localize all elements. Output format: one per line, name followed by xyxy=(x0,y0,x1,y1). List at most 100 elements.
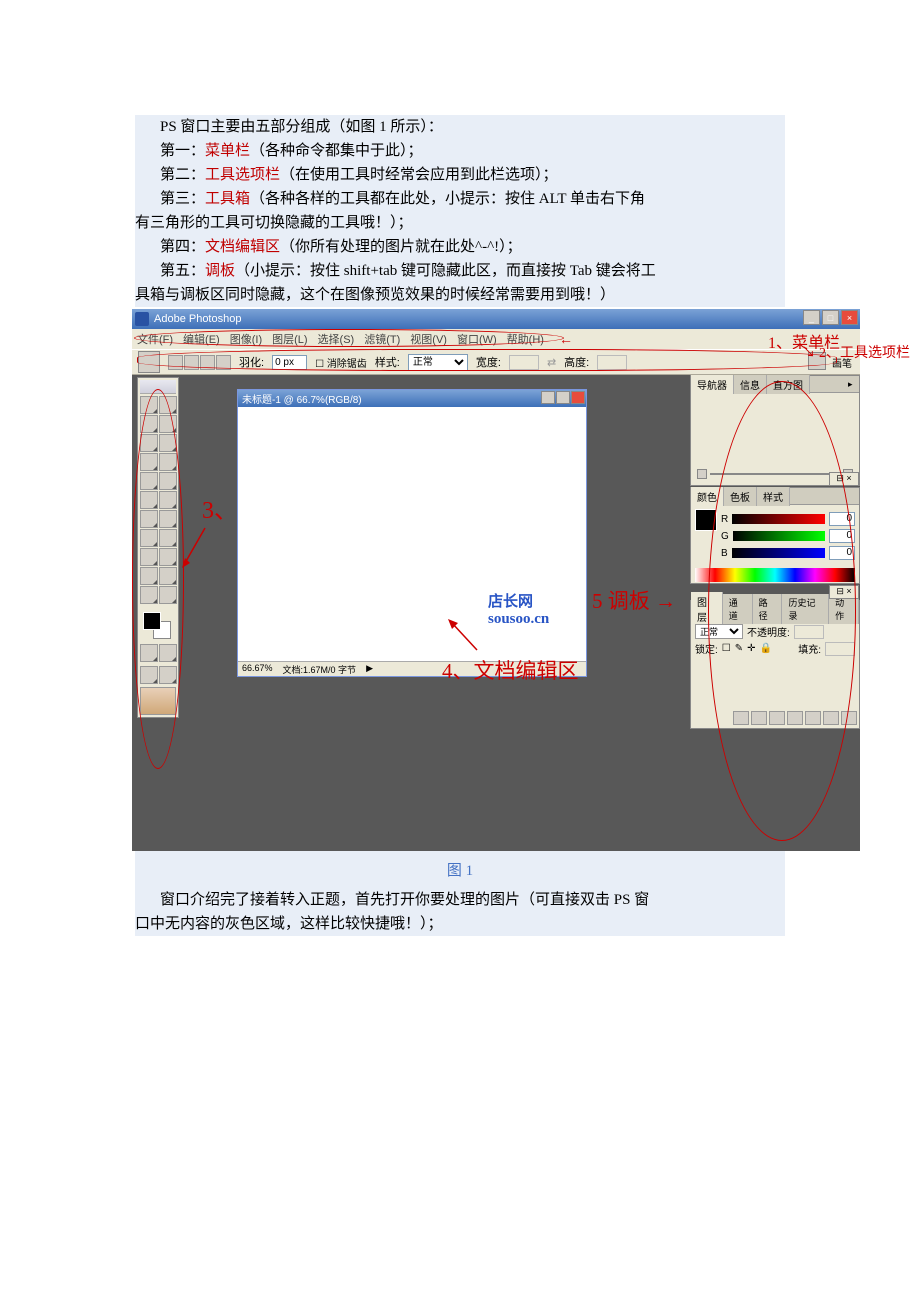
status-arrow-icon[interactable]: ▶ xyxy=(366,663,373,675)
width-input[interactable] xyxy=(509,355,539,370)
layer-mask-icon[interactable] xyxy=(769,711,785,725)
zoom-slider[interactable] xyxy=(710,473,840,475)
fg-color-swatch[interactable] xyxy=(143,612,161,630)
lasso-tool-icon[interactable] xyxy=(140,415,158,433)
blur-tool-icon[interactable] xyxy=(140,510,158,528)
notes-tool-icon[interactable] xyxy=(140,567,158,585)
menu-file[interactable]: 文件(F) xyxy=(137,331,173,347)
menu-filter[interactable]: 滤镜(T) xyxy=(364,331,400,347)
healing-tool-icon[interactable] xyxy=(140,453,158,471)
menu-image[interactable]: 图像(I) xyxy=(230,331,262,347)
wand-tool-icon[interactable] xyxy=(159,415,177,433)
screen-full-icon[interactable] xyxy=(159,666,177,684)
lock-trans-icon[interactable]: ☐ xyxy=(722,643,731,654)
selection-subtract-icon[interactable] xyxy=(200,355,215,370)
toolbox-header[interactable] xyxy=(140,380,176,394)
selection-new-icon[interactable] xyxy=(168,355,183,370)
shape-tool-icon[interactable] xyxy=(159,548,177,566)
doc-minimize-button[interactable] xyxy=(541,391,555,404)
tab-swatches[interactable]: 色板 xyxy=(724,487,757,506)
tab-info[interactable]: 信息 xyxy=(734,375,767,394)
color-swatch[interactable] xyxy=(695,509,717,531)
screenmode-icon[interactable] xyxy=(159,644,177,662)
screen-std-icon[interactable] xyxy=(140,666,158,684)
antialias-checkbox[interactable]: ☐ 消除锯齿 xyxy=(315,355,367,370)
panel-collapse-icon[interactable]: ⊟ × xyxy=(829,472,859,486)
tab-layers[interactable]: 图层 xyxy=(691,592,723,626)
height-input[interactable] xyxy=(597,355,627,370)
b-value[interactable]: 0 xyxy=(829,546,855,560)
g-slider[interactable] xyxy=(733,531,825,541)
tab-history[interactable]: 历史记录 xyxy=(782,594,829,624)
pen-tool-icon[interactable] xyxy=(140,548,158,566)
stamp-tool-icon[interactable] xyxy=(140,472,158,490)
feather-input[interactable] xyxy=(272,355,307,370)
zoom-out-icon[interactable] xyxy=(697,469,707,479)
doc-close-button[interactable] xyxy=(571,391,585,404)
tab-histogram[interactable]: 直方图 xyxy=(767,375,810,394)
item-3-cont: 有三角形的工具可切换隐藏的工具哦！）； xyxy=(135,211,785,235)
maximize-button[interactable]: □ xyxy=(822,310,839,325)
tool-preset-icon[interactable] xyxy=(138,351,160,373)
eraser-tool-icon[interactable] xyxy=(140,491,158,509)
link-layer-icon[interactable] xyxy=(733,711,749,725)
tab-paths[interactable]: 路径 xyxy=(753,594,783,624)
menu-help[interactable]: 帮助(H) xyxy=(507,331,544,347)
tab-color[interactable]: 颜色 xyxy=(691,487,724,506)
layer-style-icon[interactable] xyxy=(751,711,767,725)
panel-collapse-icon-2[interactable]: ⊟ × xyxy=(829,585,859,599)
zoom-level[interactable]: 66.67% xyxy=(242,663,273,675)
style-select[interactable]: 正常 xyxy=(408,354,468,371)
opacity-input[interactable] xyxy=(794,625,824,639)
jump-to-imageready-icon[interactable] xyxy=(140,687,176,715)
menu-select[interactable]: 选择(S) xyxy=(318,331,355,347)
eyedropper-tool-icon[interactable] xyxy=(159,567,177,585)
color-picker[interactable] xyxy=(140,610,176,640)
quickmask-icon[interactable] xyxy=(140,644,158,662)
swap-icon[interactable]: ⇄ xyxy=(547,356,556,369)
panel-menu-icon[interactable]: ▸ xyxy=(848,379,858,390)
doc-titlebar[interactable]: 未标题-1 @ 66.7%(RGB/8) xyxy=(238,390,586,407)
marquee-tool-icon[interactable] xyxy=(140,396,158,414)
dodge-tool-icon[interactable] xyxy=(159,510,177,528)
menu-edit[interactable]: 编辑(E) xyxy=(183,331,220,347)
menu-layer[interactable]: 图层(L) xyxy=(272,331,307,347)
g-value[interactable]: 0 xyxy=(829,529,855,543)
history-brush-icon[interactable] xyxy=(159,472,177,490)
path-tool-icon[interactable] xyxy=(140,529,158,547)
move-tool-icon[interactable] xyxy=(159,396,177,414)
menu-window[interactable]: 窗口(W) xyxy=(457,331,497,347)
tab-navigator[interactable]: 导航器 xyxy=(691,375,734,394)
r-value[interactable]: 0 xyxy=(829,512,855,526)
menu-view[interactable]: 视图(V) xyxy=(410,331,447,347)
fill-input[interactable] xyxy=(825,642,855,656)
lock-move-icon[interactable]: ✛ xyxy=(747,643,755,654)
delete-layer-icon[interactable] xyxy=(841,711,857,725)
spectrum-bar[interactable] xyxy=(695,568,855,582)
lock-all-icon[interactable]: 🔒 xyxy=(760,643,772,654)
close-button[interactable]: × xyxy=(841,310,858,325)
slice-tool-icon[interactable] xyxy=(159,434,177,452)
crop-tool-icon[interactable] xyxy=(140,434,158,452)
new-group-icon[interactable] xyxy=(787,711,803,725)
blend-mode-select[interactable]: 正常 xyxy=(695,624,743,639)
tab-channels[interactable]: 通道 xyxy=(723,594,753,624)
adjustment-layer-icon[interactable] xyxy=(805,711,821,725)
tab-styles[interactable]: 样式 xyxy=(757,487,790,506)
b-slider[interactable] xyxy=(732,548,825,558)
r-slider[interactable] xyxy=(732,514,825,524)
type-tool-icon[interactable] xyxy=(159,529,177,547)
selection-intersect-icon[interactable] xyxy=(216,355,231,370)
zoom-tool-icon[interactable] xyxy=(159,586,177,604)
doc-maximize-button[interactable] xyxy=(556,391,570,404)
app-titlebar[interactable]: Adobe Photoshop _ □ × xyxy=(132,309,860,329)
selection-add-icon[interactable] xyxy=(184,355,199,370)
gradient-tool-icon[interactable] xyxy=(159,491,177,509)
document-window[interactable]: 未标题-1 @ 66.7%(RGB/8) 店长网sousoo.cn 66.67%… xyxy=(237,389,587,677)
brush-tool-icon[interactable] xyxy=(159,453,177,471)
lock-paint-icon[interactable]: ✎ xyxy=(735,643,743,654)
hand-tool-icon[interactable] xyxy=(140,586,158,604)
minimize-button[interactable]: _ xyxy=(803,310,820,325)
workspace[interactable]: 3、工具箱 未标题-1 @ 66.7%(RGB/8) 店长网sousoo.cn … xyxy=(132,375,860,851)
new-layer-icon[interactable] xyxy=(823,711,839,725)
